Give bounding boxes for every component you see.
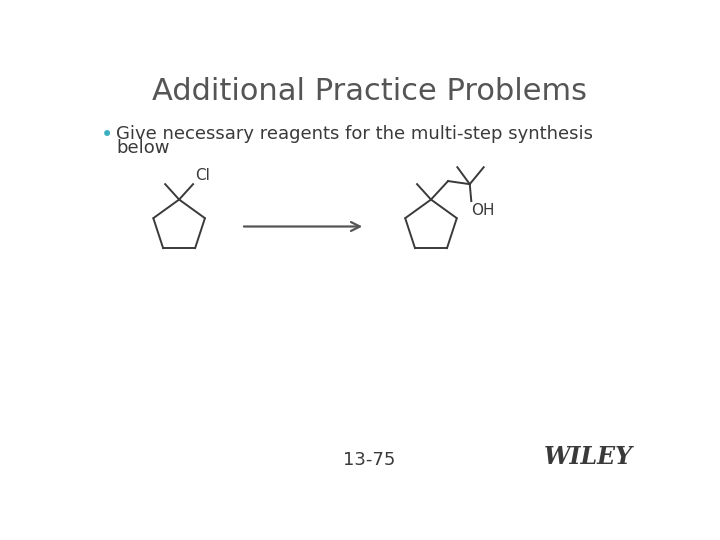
Text: WILEY: WILEY — [544, 445, 632, 469]
Text: •: • — [101, 125, 113, 145]
Text: 13-75: 13-75 — [343, 451, 395, 469]
Text: below: below — [117, 139, 170, 157]
Text: OH: OH — [472, 202, 495, 218]
Text: Cl: Cl — [194, 168, 210, 184]
Text: Additional Practice Problems: Additional Practice Problems — [151, 77, 587, 106]
Text: Give necessary reagents for the multi-step synthesis: Give necessary reagents for the multi-st… — [117, 125, 593, 143]
